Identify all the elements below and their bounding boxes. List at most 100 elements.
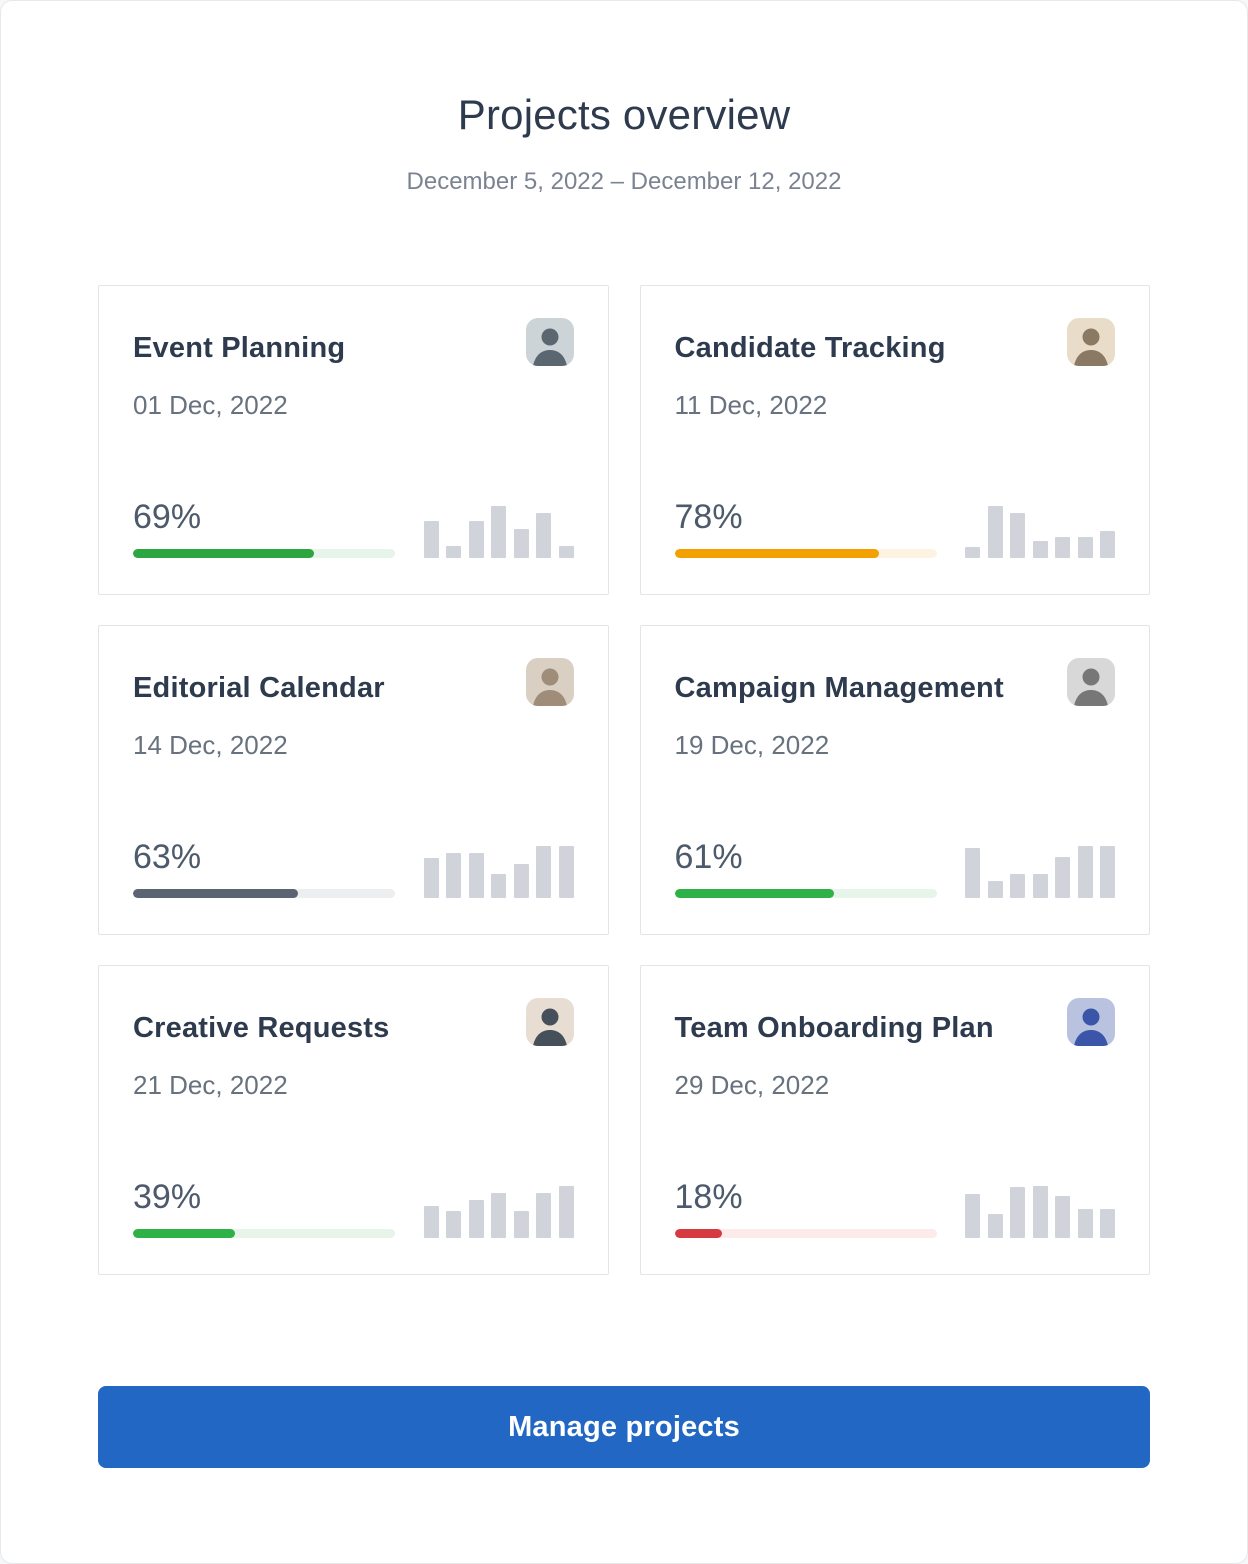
- mini-bar-chart: [423, 1186, 574, 1238]
- project-title: Event Planning: [133, 332, 346, 364]
- card-bottom: 39%: [133, 1178, 574, 1238]
- progress-percent: 63%: [133, 838, 202, 876]
- card-bottom: 18%: [674, 1178, 1115, 1238]
- chart-bar: [1100, 846, 1115, 898]
- progress-fill: [674, 549, 879, 558]
- card-bottom: 63%: [133, 838, 574, 898]
- chart-bar: [468, 520, 484, 558]
- chart-bar: [423, 1206, 439, 1238]
- assignee-avatar: [525, 318, 574, 366]
- person-icon: [1067, 318, 1115, 366]
- project-date: 29 Dec, 2022: [674, 1070, 830, 1100]
- progress-fill: [674, 1229, 722, 1238]
- project-title: Creative Requests: [133, 1012, 390, 1044]
- person-icon: [525, 658, 574, 706]
- card-header: Event Planning: [133, 318, 574, 366]
- card-header: Campaign Management: [674, 658, 1115, 706]
- card-header: Team Onboarding Plan: [675, 998, 1115, 1046]
- chart-bar: [1100, 530, 1115, 558]
- person-icon: [525, 318, 574, 366]
- project-date: 21 Dec, 2022: [133, 1070, 288, 1100]
- manage-projects-button[interactable]: Manage projects: [98, 1386, 1150, 1468]
- chart-bar: [536, 1193, 551, 1238]
- project-card-campaign-management[interactable]: Campaign Management 19 Dec, 2022 61%: [639, 625, 1150, 935]
- chart-bar: [491, 506, 506, 558]
- page-title: Projects overview: [457, 91, 791, 138]
- project-card-team-onboarding-plan[interactable]: Team Onboarding Plan 29 Dec, 2022 18%: [639, 965, 1150, 1275]
- chart-bar: [987, 880, 1003, 898]
- card-bottom: 61%: [674, 838, 1115, 898]
- project-date: 19 Dec, 2022: [674, 730, 830, 760]
- chart-bar: [1077, 1208, 1093, 1238]
- mini-bar-chart: [965, 846, 1115, 898]
- chart-bar: [423, 858, 439, 898]
- chart-bar: [423, 520, 439, 558]
- progress-fill: [133, 1229, 236, 1238]
- chart-bar: [536, 513, 551, 558]
- mini-bar-chart: [965, 1186, 1115, 1238]
- chart-bar: [987, 1213, 1003, 1238]
- chart-bar: [1055, 536, 1070, 558]
- progress-block: 78%: [674, 498, 937, 558]
- project-title: Editorial Calendar: [133, 672, 385, 704]
- chart-bar: [468, 1199, 484, 1238]
- card-bottom: 69%: [133, 498, 574, 558]
- chart-bar: [491, 1193, 506, 1238]
- progress-block: 18%: [674, 1178, 937, 1238]
- chart-bar: [513, 529, 529, 558]
- card-header: Creative Requests: [133, 998, 574, 1046]
- progress-percent: 78%: [674, 498, 743, 536]
- progress-fill: [674, 889, 835, 898]
- chart-bar: [1055, 856, 1070, 898]
- project-title: Campaign Management: [674, 672, 1004, 704]
- chart-bar: [965, 847, 980, 898]
- chart-bar: [513, 863, 529, 898]
- progress-bar: [674, 889, 937, 898]
- progress-block: 61%: [674, 838, 937, 898]
- chart-bar: [987, 506, 1003, 558]
- assignee-avatar: [1067, 998, 1115, 1046]
- chart-bar: [536, 846, 551, 898]
- person-icon: [525, 998, 574, 1046]
- progress-fill: [133, 549, 314, 558]
- person-icon: [1067, 658, 1115, 706]
- chart-bar: [965, 1193, 980, 1238]
- assignee-avatar: [525, 998, 574, 1046]
- person-icon: [1067, 998, 1115, 1046]
- project-card-candidate-tracking[interactable]: Candidate Tracking 11 Dec, 2022 78%: [639, 285, 1150, 595]
- progress-bar: [133, 889, 395, 898]
- mini-bar-chart: [423, 846, 574, 898]
- project-cards-grid: Event Planning 01 Dec, 2022 69% Candidat…: [98, 285, 1150, 1275]
- chart-bar: [513, 1211, 529, 1238]
- date-range-subtitle: December 5, 2022 – December 12, 2022: [406, 168, 842, 195]
- project-card-event-planning[interactable]: Event Planning 01 Dec, 2022 69%: [98, 285, 609, 595]
- chart-bar: [446, 1211, 461, 1238]
- progress-bar: [133, 1229, 395, 1238]
- chart-bar: [1055, 1196, 1070, 1238]
- assignee-avatar: [525, 658, 574, 706]
- chart-bar: [558, 846, 574, 898]
- project-card-creative-requests[interactable]: Creative Requests 21 Dec, 2022 39%: [98, 965, 609, 1275]
- chart-bar: [1010, 513, 1025, 558]
- project-date: 14 Dec, 2022: [133, 730, 288, 760]
- progress-percent: 18%: [674, 1178, 743, 1216]
- mini-bar-chart: [423, 506, 574, 558]
- chart-bar: [1010, 873, 1025, 898]
- chart-bar: [1077, 846, 1093, 898]
- progress-block: 69%: [133, 498, 395, 558]
- project-card-editorial-calendar[interactable]: Editorial Calendar 14 Dec, 2022 63%: [98, 625, 609, 935]
- chart-bar: [446, 545, 461, 558]
- chart-bar: [965, 547, 980, 558]
- chart-bar: [491, 873, 506, 898]
- card-bottom: 78%: [674, 498, 1115, 558]
- card-header: Candidate Tracking: [674, 318, 1115, 366]
- chart-bar: [558, 545, 574, 558]
- progress-percent: 69%: [133, 498, 202, 536]
- progress-fill: [133, 889, 299, 898]
- mini-bar-chart: [965, 506, 1115, 558]
- project-title: Candidate Tracking: [674, 332, 946, 364]
- progress-bar: [133, 549, 395, 558]
- chart-bar: [1100, 1209, 1115, 1238]
- chart-bar: [1032, 873, 1048, 898]
